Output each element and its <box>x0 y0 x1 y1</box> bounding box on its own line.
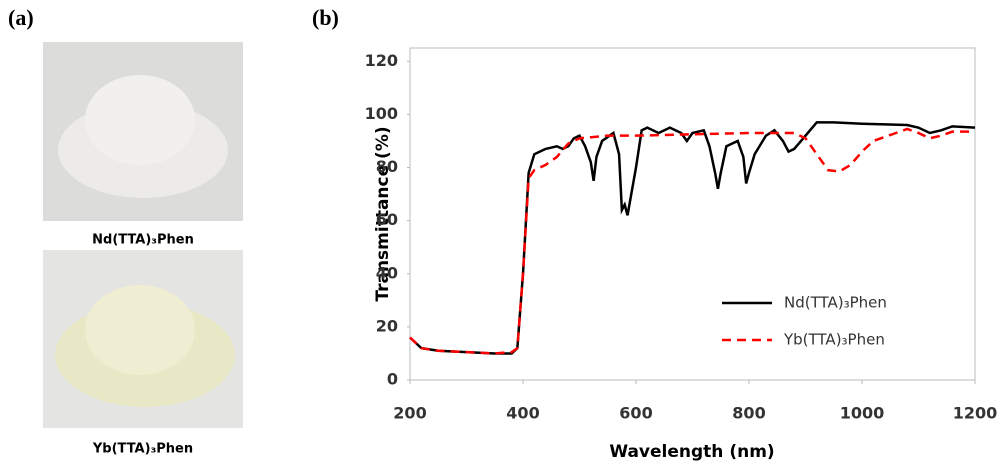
y-tick-label: 80 <box>376 157 398 176</box>
legend-label: Nd(TTA)₃Phen <box>784 294 887 312</box>
panel-label: (a) <box>8 5 34 30</box>
x-tick-label: 1200 <box>953 404 998 423</box>
y-tick-label: 40 <box>376 263 398 282</box>
y-tick-label: 120 <box>365 51 398 70</box>
data-line <box>409 127 975 355</box>
y-tick-label: 0 <box>387 370 398 389</box>
y-tick-label: 60 <box>376 210 398 229</box>
y-tick-label: 20 <box>376 316 398 335</box>
x-axis-label: Wavelength (nm) <box>609 442 774 462</box>
photo <box>43 250 243 428</box>
photo <box>43 42 243 221</box>
x-tick-label: 400 <box>506 404 539 423</box>
caption: Nd(TTA)₃Phen <box>92 233 194 248</box>
caption: Yb(TTA)₃Phen <box>92 442 193 457</box>
x-tick-label: 200 <box>393 404 426 423</box>
legend-label: Yb(TTA)₃Phen <box>783 331 885 349</box>
panel-label: (b) <box>312 5 339 30</box>
y-axis-label: Transmittance (%) <box>373 126 393 301</box>
y-tick-label: 100 <box>365 104 398 123</box>
x-tick-label: 800 <box>732 404 765 423</box>
x-tick-label: 600 <box>619 404 652 423</box>
plot-frame <box>409 47 976 381</box>
data-line <box>409 121 976 355</box>
x-tick-label: 1000 <box>840 404 885 423</box>
